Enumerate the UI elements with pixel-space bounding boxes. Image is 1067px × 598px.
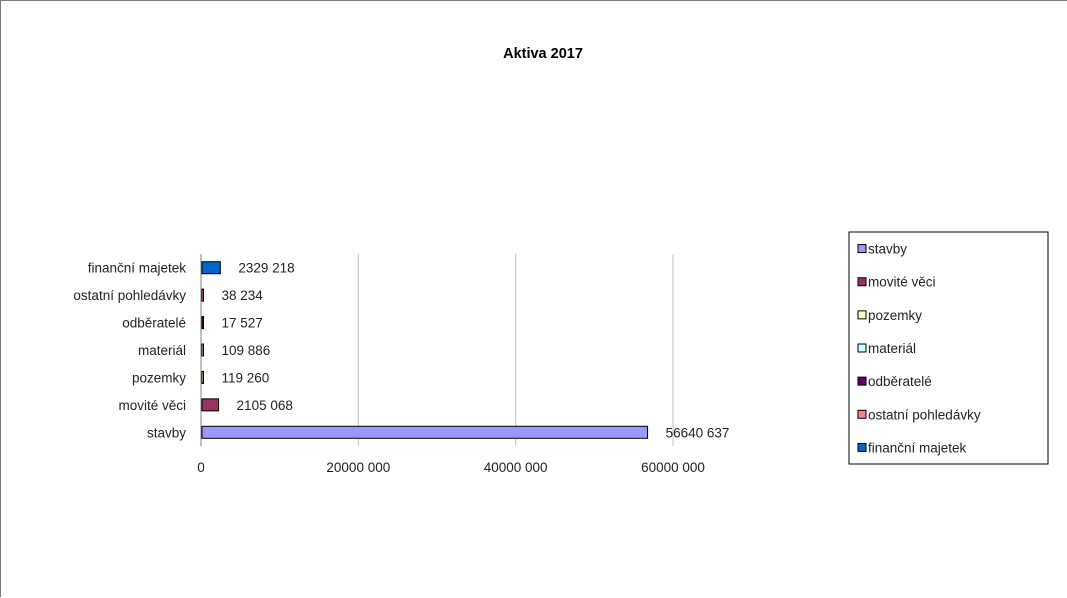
x-tick-label: 40000 000 bbox=[484, 460, 548, 475]
legend-swatch bbox=[857, 343, 867, 353]
data-label: 2329 218 bbox=[238, 261, 294, 276]
legend-swatch bbox=[857, 277, 867, 287]
category-label: odběratelé bbox=[122, 316, 186, 331]
bar-6 bbox=[201, 288, 204, 302]
legend-swatch bbox=[857, 442, 867, 452]
data-label: 119 260 bbox=[222, 370, 270, 385]
chart-title: Aktiva 2017 bbox=[503, 46, 583, 62]
bar-3 bbox=[201, 370, 204, 384]
category-label: ostatní pohledávky bbox=[73, 288, 186, 303]
category-label: pozemky bbox=[132, 370, 186, 385]
legend-label: materiál bbox=[868, 341, 916, 356]
legend-label: ostatní pohledávky bbox=[868, 407, 981, 422]
data-label: 109 886 bbox=[222, 343, 271, 358]
legend-box bbox=[848, 231, 1049, 465]
legend-label: stavby bbox=[868, 242, 907, 257]
x-tick-label: 20000 000 bbox=[326, 460, 390, 475]
data-label: 38 234 bbox=[222, 288, 264, 303]
data-label: 2105 068 bbox=[237, 398, 293, 413]
category-label: stavby bbox=[147, 425, 186, 440]
bar-7 bbox=[201, 261, 221, 275]
x-tick-label: 0 bbox=[197, 460, 205, 475]
bars: 56640 637 2105 068 119 260 109 886 17 527 38 … bbox=[201, 261, 730, 440]
category-label: movité věci bbox=[118, 398, 186, 413]
legend-swatch bbox=[857, 310, 867, 320]
legend-label: movité věci bbox=[868, 275, 936, 290]
bar-4 bbox=[201, 343, 204, 357]
data-label: 17 527 bbox=[222, 316, 263, 331]
gridlines bbox=[357, 254, 674, 446]
bar-5 bbox=[201, 316, 204, 330]
legend-swatch bbox=[857, 409, 867, 419]
legend-label: odběratelé bbox=[868, 374, 932, 389]
bar-2 bbox=[201, 398, 220, 412]
legend-swatch bbox=[857, 244, 867, 254]
x-tick-label: 60000 000 bbox=[641, 460, 705, 475]
axes: 0 20000 000 40000 000 60000 000 stavby movité… bbox=[73, 254, 705, 475]
data-label: 56640 637 bbox=[666, 425, 730, 440]
legend-swatch bbox=[857, 376, 867, 386]
legend: stavby movité věci pozemky materiál odběrate… bbox=[848, 231, 1049, 465]
category-label: materiál bbox=[138, 343, 186, 358]
bar-1 bbox=[201, 425, 649, 439]
legend-label: pozemky bbox=[868, 308, 922, 323]
legend-label: finanční majetek bbox=[868, 440, 967, 455]
category-label: finanční majetek bbox=[88, 261, 187, 276]
